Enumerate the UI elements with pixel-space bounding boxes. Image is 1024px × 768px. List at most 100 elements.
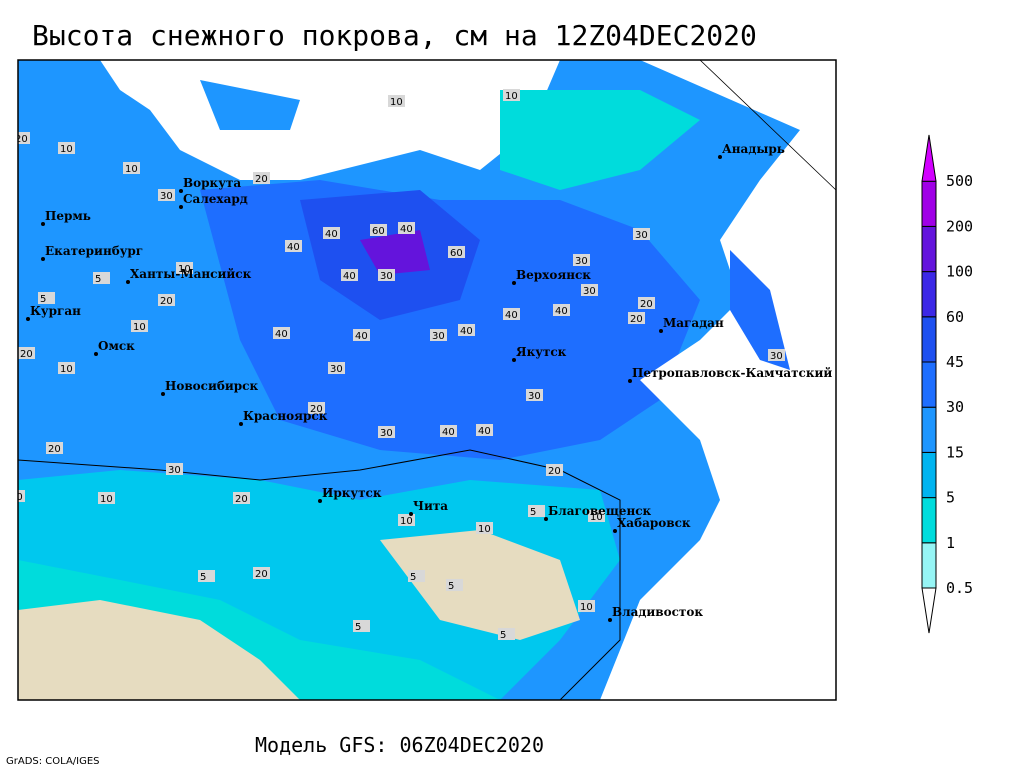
contour-label: 5 (530, 507, 536, 518)
contour-label-bg (638, 297, 655, 309)
contour-label: 20 (160, 296, 173, 307)
city-label: Курган (30, 304, 81, 318)
contour-label-bg (378, 426, 395, 438)
contour-label: 30 (770, 351, 783, 362)
contour-label-bg (253, 567, 270, 579)
title: Высота снежного покрова, см на 12Z04DEC2… (32, 19, 757, 52)
contour-label-bg (503, 89, 520, 101)
contour-label-bg (18, 490, 25, 502)
city-label: Петропавловск-Камчатский (632, 366, 832, 380)
contour-label-bg (176, 262, 193, 274)
sea-ice (500, 90, 700, 190)
contour-label-bg (588, 510, 605, 522)
contour-label: 5 (500, 630, 506, 641)
contour-label: 10 (60, 364, 73, 375)
kamchatka (730, 250, 790, 370)
contour-label-bg (768, 349, 785, 361)
contour-label: 10 (60, 144, 73, 155)
city-label: Омск (98, 339, 135, 353)
contour-label-bg (93, 272, 110, 284)
contour-label-bg (98, 492, 115, 504)
city-label: Красноярск (243, 409, 328, 423)
deepest-snow (360, 230, 430, 275)
city-dot (628, 379, 632, 383)
colorbar-box (921, 316, 937, 363)
colorbar-label: 1 (946, 534, 955, 552)
colorbar-box (921, 361, 937, 408)
border (18, 449, 621, 700)
contour-label: 40 (400, 224, 413, 235)
contour-label-bg (398, 514, 415, 526)
contour-label: 40 (343, 271, 356, 282)
contour-label: 40 (478, 426, 491, 437)
city-dot (613, 529, 617, 533)
city-dot (41, 222, 45, 226)
contour-label: 60 (450, 248, 463, 259)
colorbar-label: 200 (946, 217, 973, 235)
contour-label: 40 (355, 331, 368, 342)
contour-label: 30 (432, 331, 445, 342)
contour-label-bg (440, 425, 457, 437)
contour-label: 10 (390, 97, 403, 108)
contour-label-bg (353, 329, 370, 341)
contour-label: 20 (255, 569, 268, 580)
city-label: Салехард (183, 192, 248, 206)
city-dot (94, 352, 98, 356)
city-label: Ханты-Мансийск (130, 267, 252, 281)
city-dot (544, 517, 548, 521)
contour-label: 20 (235, 494, 248, 505)
colorbar-label: 45 (946, 353, 964, 371)
city-label: Анадырь (722, 142, 785, 156)
contour-label-bg (123, 162, 140, 174)
contour-label-bg (158, 294, 175, 306)
city-label: Якутск (516, 345, 567, 359)
colorbar-box (921, 497, 937, 544)
city-dot (659, 329, 663, 333)
contour-label: 20 (310, 404, 323, 415)
contour-label-bg (198, 570, 215, 582)
contour-label: 30 (528, 391, 541, 402)
contour-label-bg (573, 254, 590, 266)
contour-label: 40 (325, 229, 338, 240)
contour-label-bg (526, 389, 543, 401)
contour-label: 5 (95, 274, 101, 285)
contour-label-bg (58, 142, 75, 154)
city-label: Воркута (183, 176, 241, 190)
contour-label: 10 (505, 91, 518, 102)
contour-label: 30 (380, 271, 393, 282)
contour-label: 10 (580, 602, 593, 613)
contour-label: 60 (372, 226, 385, 237)
colorbar-box (921, 406, 937, 453)
contour-label-bg (353, 620, 370, 632)
contour-label-bg (398, 222, 415, 234)
colorbar-label: 0.5 (946, 579, 973, 597)
model-caption: Модель GFS: 06Z04DEC2020 (255, 733, 544, 757)
labels: 10 5 10 5 10 10 20 30 20 10 20 40 40 60 40 60 40 30 40 40 30… (18, 89, 832, 641)
contour-label-bg (476, 522, 493, 534)
colorbar-tip (921, 134, 937, 182)
city-dot (409, 512, 413, 516)
contour-label: 30 (380, 428, 393, 439)
contour-label: 30 (160, 191, 173, 202)
novaya-zemlya (200, 80, 300, 130)
contour-label-bg (273, 327, 290, 339)
city-dot (126, 280, 130, 284)
city-label: Благовещенск (548, 504, 652, 518)
city-dot (608, 618, 612, 622)
bare-land (380, 530, 580, 640)
contour-label: 30 (168, 465, 181, 476)
contour-label: 5 (40, 294, 46, 305)
map-frame (17, 59, 837, 701)
city-dot (512, 281, 516, 285)
contour-label: 10 (178, 264, 191, 275)
contour-label: 10 (125, 164, 138, 175)
colorbar-label: 60 (946, 308, 964, 326)
contour-label-bg (341, 269, 358, 281)
contour-label: 20 (630, 314, 643, 325)
city-dot (161, 392, 165, 396)
contour-label-bg (18, 132, 30, 144)
contour-label-bg (233, 492, 250, 504)
